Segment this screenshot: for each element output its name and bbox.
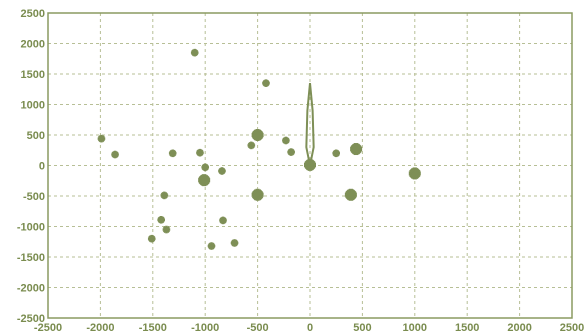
- y-tick-label: 0: [39, 161, 45, 173]
- data-point: [350, 143, 363, 156]
- y-tick-label: 2500: [21, 8, 45, 20]
- data-point: [332, 149, 340, 158]
- x-tick-label: 1500: [455, 322, 479, 334]
- y-tick-label: -1500: [17, 252, 45, 264]
- data-point: [247, 141, 256, 150]
- y-tick-label: 1500: [21, 69, 45, 81]
- y-tick-label: 500: [27, 130, 45, 142]
- x-tick-label: 0: [307, 322, 313, 334]
- x-tick-label: 1000: [403, 322, 427, 334]
- y-tick-label: -1000: [17, 222, 45, 234]
- x-tick-label: -1000: [191, 322, 219, 334]
- y-tick-label: -500: [23, 191, 45, 203]
- x-tick-label: 500: [353, 322, 371, 334]
- x-tick-label: -1500: [139, 322, 167, 334]
- data-point: [147, 234, 156, 243]
- data-point: [344, 188, 357, 201]
- data-point: [408, 167, 421, 180]
- x-tick-label: -2500: [34, 322, 62, 334]
- x-tick-label: -500: [247, 322, 269, 334]
- data-point: [162, 225, 171, 234]
- x-tick-label: 2500: [560, 322, 584, 334]
- data-point: [168, 149, 177, 158]
- x-tick-label: -2000: [86, 322, 114, 334]
- data-point: [207, 242, 216, 250]
- data-point: [157, 215, 165, 224]
- spike-line: [305, 83, 315, 166]
- data-point: [230, 239, 239, 247]
- data-point: [111, 150, 119, 159]
- data-point: [97, 134, 106, 143]
- data-point: [287, 148, 295, 156]
- y-tick-label: -2500: [17, 313, 45, 325]
- x-tick-label: 2000: [507, 322, 531, 334]
- data-point: [251, 188, 264, 201]
- data-point: [198, 174, 211, 187]
- data-point: [190, 48, 199, 57]
- data-point: [304, 158, 316, 171]
- data-point: [201, 163, 209, 172]
- data-point: [282, 136, 290, 145]
- data-point: [196, 148, 204, 157]
- data-point: [262, 79, 270, 87]
- y-tick-label: 2000: [21, 39, 45, 51]
- plot-frame: [47, 12, 573, 319]
- data-point: [219, 216, 227, 225]
- data-point: [160, 191, 169, 200]
- y-tick-label: 1000: [21, 100, 45, 112]
- y-tick-label: -2000: [17, 283, 45, 295]
- data-point: [251, 129, 264, 141]
- data-point: [218, 167, 226, 175]
